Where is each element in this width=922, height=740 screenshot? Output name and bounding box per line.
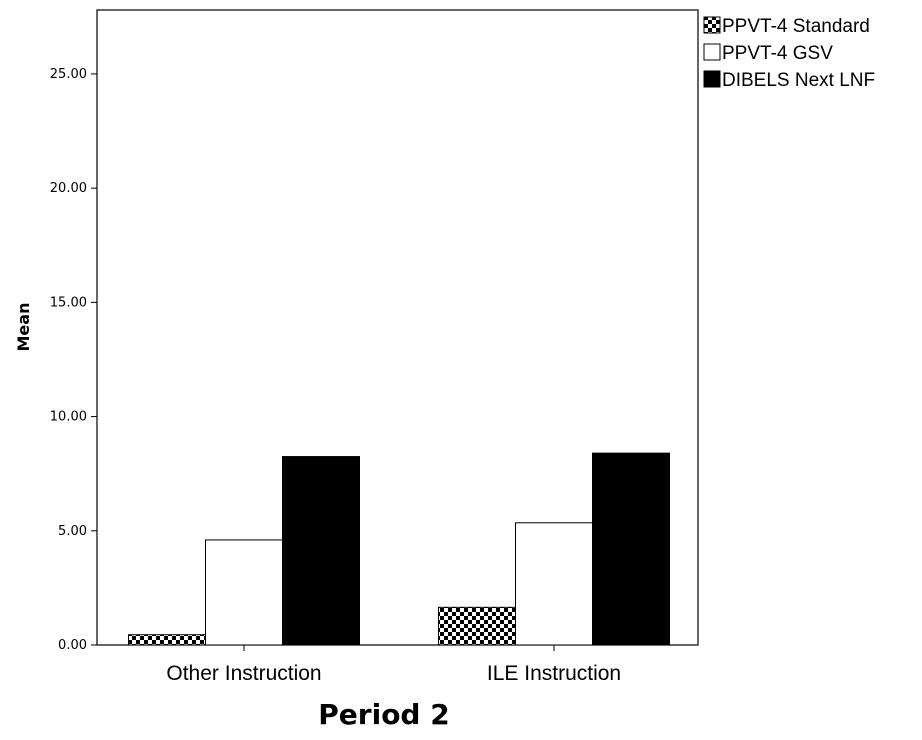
y-axis-title: Mean [14, 303, 33, 352]
y-tick-label: 0.00 [58, 638, 87, 653]
legend-swatch [703, 16, 721, 34]
y-tick-label: 5.00 [58, 524, 87, 539]
legend-label: DIBELS Next LNF [722, 70, 875, 91]
x-category-label: Other Instruction [166, 662, 321, 685]
y-axis-ticks: 0.00 5.00 10.00 15.00 20.00 25.00 [50, 67, 97, 653]
x-category-label: ILE Instruction [487, 662, 621, 685]
legend: PPVT-4 Standard PPVT-4 GSV DIBELS Next LNF [703, 16, 875, 91]
bar-dibels-next-lnf-other-instruction [282, 456, 360, 646]
legend-swatch [703, 70, 721, 88]
y-tick-label: 25.00 [50, 67, 87, 82]
x-axis-ticks: Other Instruction ILE Instruction [166, 645, 621, 685]
legend-label: PPVT-4 Standard [722, 16, 870, 37]
legend-label: PPVT-4 GSV [722, 43, 833, 64]
y-tick-label: 15.00 [50, 295, 87, 310]
y-tick-label: 10.00 [50, 410, 87, 425]
legend-swatch [703, 43, 721, 61]
plot-area-frame [96, 9, 699, 646]
y-tick-label: 20.00 [50, 181, 87, 196]
bar-ppvt-4-gsv-ile-instruction [515, 522, 593, 646]
bar-ppvt-4-standard-other-instruction [128, 634, 206, 646]
bar-dibels-next-lnf-ile-instruction [592, 452, 670, 646]
bar-ppvt-4-gsv-other-instruction [205, 539, 283, 646]
x-axis-title: Period 2 [318, 698, 449, 731]
bars-group [128, 452, 670, 646]
bar-ppvt-4-standard-ile-instruction [438, 606, 516, 646]
